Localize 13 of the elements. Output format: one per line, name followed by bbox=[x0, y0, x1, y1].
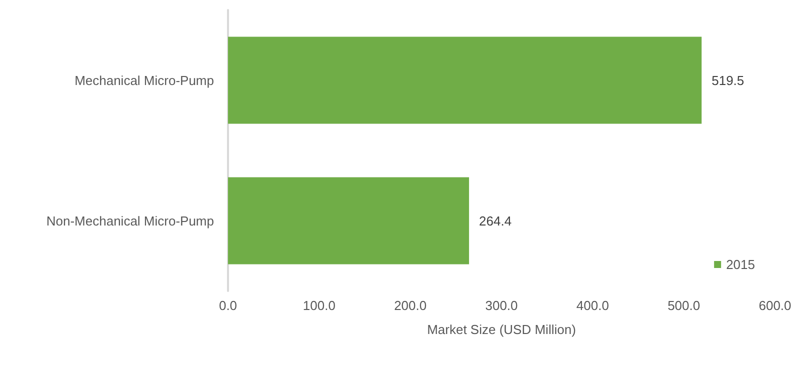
x-tick-label: 0.0 bbox=[218, 298, 238, 313]
x-tick-label: 600.0 bbox=[758, 298, 792, 313]
y-tick-label: Mechanical Micro-Pump bbox=[74, 72, 214, 88]
data-label: 519.5 bbox=[712, 72, 744, 88]
x-tick-label: 200.0 bbox=[394, 298, 427, 313]
legend-label: 2015 bbox=[726, 257, 755, 272]
data-label: 264.4 bbox=[479, 213, 512, 228]
x-tick-label: 100.0 bbox=[302, 298, 336, 313]
y-tick-label: Non-Mechanical Micro-Pump bbox=[46, 213, 214, 228]
x-tick-label: 400.0 bbox=[576, 298, 609, 313]
x-axis-title: Market Size (USD Million) bbox=[427, 322, 576, 337]
x-tick-label: 300.0 bbox=[485, 298, 518, 313]
x-tick-label: 500.0 bbox=[668, 298, 700, 313]
